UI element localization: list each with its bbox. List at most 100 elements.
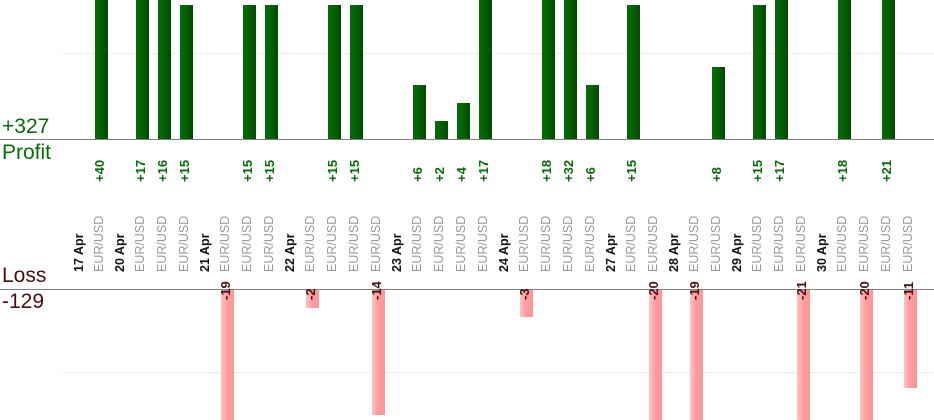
bar-value-label-24: +17 xyxy=(772,159,787,182)
category-instrument-label-0: EUR/USD xyxy=(92,215,106,272)
bar-value-label-22: +8 xyxy=(709,167,724,182)
bar-value-label-10: -14 xyxy=(369,281,384,300)
bar-profit-14[interactable] xyxy=(479,0,492,139)
bar-value-label-7: -2 xyxy=(303,288,318,300)
bar-value-label-23: +15 xyxy=(750,159,765,182)
bar-value-label-17: +32 xyxy=(561,159,576,182)
bar-profit-11[interactable] xyxy=(413,85,426,139)
bar-profit-13[interactable] xyxy=(457,103,470,139)
bar-profit-16[interactable] xyxy=(542,0,555,139)
bar-loss-25[interactable] xyxy=(797,290,810,420)
bar-profit-6[interactable] xyxy=(265,4,278,139)
category-instrument-label-17: EUR/USD xyxy=(561,215,575,272)
category-instrument-label-16: EUR/USD xyxy=(539,215,553,272)
category-instrument-label-8: EUR/USD xyxy=(325,215,339,272)
category-instrument-label-27: EUR/USD xyxy=(857,215,871,272)
bar-profit-1[interactable] xyxy=(136,0,149,139)
category-instrument-label-20: EUR/USD xyxy=(646,215,660,272)
bar-profit-17[interactable] xyxy=(564,0,577,139)
category-instrument-label-18: EUR/USD xyxy=(583,215,597,272)
category-instrument-label-2: EUR/USD xyxy=(155,215,169,272)
category-instrument-label-28: EUR/USD xyxy=(879,215,893,272)
bar-value-label-14: +17 xyxy=(476,159,491,182)
bar-value-label-9: +15 xyxy=(347,159,362,182)
category-instrument-label-1: EUR/USD xyxy=(133,215,147,272)
bar-loss-15[interactable] xyxy=(520,290,533,317)
bar-profit-19[interactable] xyxy=(627,4,640,139)
bar-profit-12[interactable] xyxy=(435,121,448,139)
bar-profit-8[interactable] xyxy=(328,4,341,139)
bar-profit-0[interactable] xyxy=(95,0,108,139)
bar-profit-22[interactable] xyxy=(712,67,725,139)
bar-value-label-21: -19 xyxy=(687,281,702,300)
profit-total-label: +327 xyxy=(2,115,50,138)
category-instrument-label-7: EUR/USD xyxy=(303,215,317,272)
bar-value-label-25: -21 xyxy=(794,281,809,300)
category-date-label-30-Apr: 30 Apr xyxy=(815,233,829,272)
bar-value-label-8: +15 xyxy=(325,159,340,182)
bar-value-label-28: +21 xyxy=(879,159,894,182)
gridline-lower xyxy=(62,372,934,373)
gridline-upper xyxy=(62,53,934,54)
bar-value-label-12: +2 xyxy=(432,167,447,182)
bar-profit-26[interactable] xyxy=(838,0,851,139)
bar-value-label-18: +6 xyxy=(583,167,598,182)
category-date-label-17-Apr: 17 Apr xyxy=(72,233,86,272)
category-date-label-24-Apr: 24 Apr xyxy=(497,233,511,272)
category-instrument-label-3: EUR/USD xyxy=(177,215,191,272)
category-instrument-label-10: EUR/USD xyxy=(369,215,383,272)
bar-profit-5[interactable] xyxy=(243,4,256,139)
category-instrument-label-12: EUR/USD xyxy=(432,215,446,272)
bar-profit-9[interactable] xyxy=(350,4,363,139)
bar-profit-18[interactable] xyxy=(586,85,599,139)
bar-value-label-6: +15 xyxy=(262,159,277,182)
category-instrument-label-9: EUR/USD xyxy=(347,215,361,272)
bar-value-label-0: +40 xyxy=(92,159,107,182)
bar-value-label-29: -11 xyxy=(901,281,916,300)
bar-loss-4[interactable] xyxy=(221,290,234,420)
bar-value-label-19: +15 xyxy=(624,159,639,182)
category-date-label-22-Apr: 22 Apr xyxy=(283,233,297,272)
category-date-label-20-Apr: 20 Apr xyxy=(113,233,127,272)
bar-value-label-16: +18 xyxy=(539,159,554,182)
category-instrument-label-25: EUR/USD xyxy=(794,215,808,272)
category-date-label-23-Apr: 23 Apr xyxy=(390,233,404,272)
category-date-label-28-Apr: 28 Apr xyxy=(667,233,681,272)
category-date-label-21-Apr: 21 Apr xyxy=(198,233,212,272)
category-instrument-label-4: EUR/USD xyxy=(218,215,232,272)
category-instrument-label-19: EUR/USD xyxy=(624,215,638,272)
bar-loss-20[interactable] xyxy=(649,290,662,420)
loss-axis-line xyxy=(0,289,934,290)
bar-loss-21[interactable] xyxy=(690,290,703,420)
bar-value-label-15: -3 xyxy=(517,288,532,300)
category-date-label-29-Apr: 29 Apr xyxy=(730,233,744,272)
bar-profit-2[interactable] xyxy=(158,0,171,139)
zero-axis-line xyxy=(0,139,934,140)
bar-profit-28[interactable] xyxy=(882,0,895,139)
bar-profit-24[interactable] xyxy=(775,0,788,139)
category-instrument-label-21: EUR/USD xyxy=(687,215,701,272)
profit-axis-label: Profit xyxy=(2,141,52,164)
bar-loss-29[interactable] xyxy=(904,290,917,389)
bar-loss-10[interactable] xyxy=(372,290,385,416)
bar-value-label-26: +18 xyxy=(835,159,850,182)
bar-profit-23[interactable] xyxy=(753,4,766,139)
loss-axis-label: Loss xyxy=(2,264,47,287)
loss-total-label: -129 xyxy=(2,290,45,313)
bar-value-label-11: +6 xyxy=(410,167,425,182)
bar-value-label-4: -19 xyxy=(218,281,233,300)
bar-value-label-3: +15 xyxy=(177,159,192,182)
bar-loss-7[interactable] xyxy=(306,290,319,308)
category-instrument-label-14: EUR/USD xyxy=(476,215,490,272)
bar-loss-27[interactable] xyxy=(860,290,873,420)
category-date-label-27-Apr: 27 Apr xyxy=(604,233,618,272)
category-instrument-label-26: EUR/USD xyxy=(835,215,849,272)
bar-value-label-5: +15 xyxy=(240,159,255,182)
bar-profit-3[interactable] xyxy=(180,4,193,139)
category-instrument-label-13: EUR/USD xyxy=(454,215,468,272)
bar-value-label-2: +16 xyxy=(155,159,170,182)
category-instrument-label-22: EUR/USD xyxy=(709,215,723,272)
bar-value-label-1: +17 xyxy=(133,159,148,182)
bar-value-label-27: -20 xyxy=(857,281,872,300)
